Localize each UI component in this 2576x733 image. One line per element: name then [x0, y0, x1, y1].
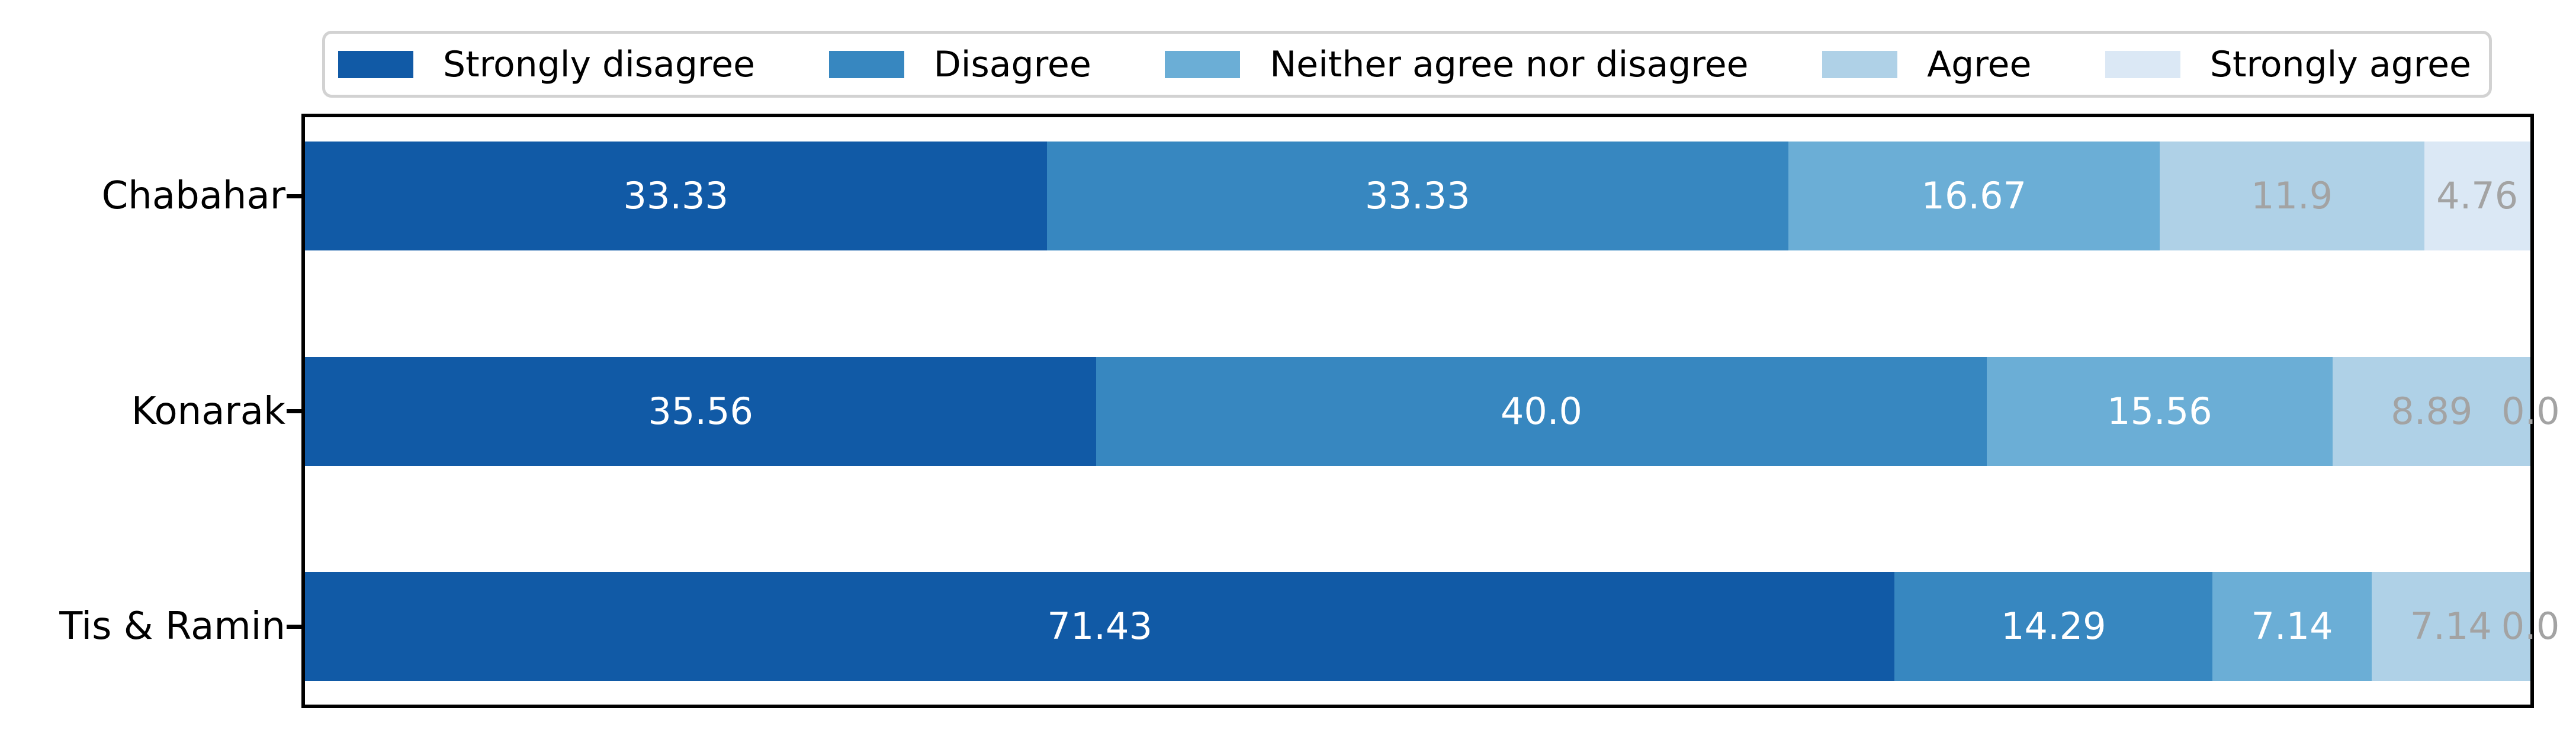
bar-value-label-tis-ramin-disagree: 14.29	[2001, 605, 2106, 648]
legend-item-neither-agree-nor-disagree: Neither agree nor disagree	[1165, 43, 1749, 85]
y-tick-label-chabahar: Chabahar	[101, 174, 285, 218]
bar-segment-konarak-neither-agree-nor-disagree	[1986, 356, 2333, 466]
bar-segment-tis-ramin-strongly-disagree	[305, 572, 1895, 681]
bar-value-label-tis-ramin-agree: 7.14	[2410, 605, 2492, 648]
bar-segment-konarak-strongly-disagree	[305, 356, 1097, 466]
bar-row-tis-ramin: 71.43 14.29 7.14 7.14 0.0	[305, 572, 2559, 681]
legend-swatch-neither-agree-nor-disagree	[1165, 50, 1241, 78]
bar-value-label-tis-ramin-neither-agree-nor-disagree: 7.14	[2251, 605, 2333, 648]
legend-item-strongly-agree: Strongly agree	[2105, 47, 2471, 82]
bar-value-label-konarak-agree: 8.89	[2391, 389, 2473, 433]
bar-segment-konarak-disagree	[1096, 356, 1987, 466]
bar-segment-tis-ramin-agree	[2371, 572, 2530, 681]
bar-value-label-konarak-disagree: 40.0	[1500, 389, 1582, 433]
legend-label-disagree: Disagree	[933, 43, 1091, 85]
legend-label-strongly-disagree: Strongly disagree	[443, 43, 756, 85]
bar-segment-chabahar-neither-agree-nor-disagree	[1788, 142, 2160, 250]
bar-value-label-tis-ramin-strongly-agree: 0.0	[2501, 605, 2560, 648]
legend-label-neither-agree-nor-disagree: Neither agree nor disagree	[1270, 43, 1749, 85]
bar-value-label-konarak-strongly-agree: 0.0	[2501, 389, 2560, 433]
bar-segment-chabahar-strongly-agree	[2424, 142, 2530, 250]
bar-row-konarak: 35.56 40.0 15.56 8.89 0.0	[305, 356, 2560, 466]
bar-segment-konarak-agree	[2333, 356, 2531, 466]
legend-item-strongly-disagree: Strongly disagree	[338, 47, 755, 82]
legend-swatch-strongly-agree	[2105, 50, 2180, 78]
legend-item-agree: Agree	[1822, 47, 2031, 82]
y-tick-mark-konarak	[287, 409, 302, 413]
y-tick-mark-chabahar	[287, 194, 302, 198]
bar-value-label-chabahar-agree: 11.9	[2251, 174, 2333, 217]
bar-segment-chabahar-disagree	[1046, 142, 1789, 250]
legend-item-disagree: Disagree	[828, 43, 1091, 85]
bar-value-label-chabahar-strongly-disagree: 33.33	[623, 174, 729, 217]
bar-row-chabahar: 33.33 33.33 16.67 11.9 4.76	[305, 142, 2530, 250]
legend-label-agree: Agree	[1927, 43, 2032, 85]
plot-area: 33.33 33.33 16.67 11.9 4.76 35.56 40.0 15.56 8.8…	[301, 114, 2560, 708]
legend-swatch-agree	[1822, 50, 1898, 78]
legend-label-strongly-agree: Strongly agree	[2209, 43, 2471, 85]
bar-value-label-konarak-neither-agree-nor-disagree: 15.56	[2107, 389, 2212, 433]
y-tick-mark-tis-ramin	[287, 624, 302, 629]
y-tick-label-konarak: Konarak	[131, 389, 285, 433]
bar-segment-tis-ramin-neither-agree-nor-disagree	[2212, 572, 2372, 681]
bar-value-label-chabahar-strongly-agree: 4.76	[2436, 174, 2519, 217]
bar-segment-chabahar-agree	[2159, 142, 2424, 250]
legend-swatch-disagree	[828, 50, 904, 78]
bar-value-label-konarak-strongly-disagree: 35.56	[648, 389, 753, 433]
y-tick-label-tis-ramin: Tis & Ramin	[59, 605, 285, 648]
bar-segment-chabahar-strongly-disagree	[305, 142, 1047, 250]
legend-swatch-strongly-disagree	[338, 50, 413, 78]
bar-segment-tis-ramin-disagree	[1894, 572, 2213, 681]
bar-value-label-tis-ramin-strongly-disagree: 71.43	[1047, 605, 1152, 648]
legend: Strongly disagree Disagree Neither agree n…	[322, 31, 2492, 98]
bar-value-label-chabahar-neither-agree-nor-disagree: 16.67	[1921, 174, 2027, 217]
bar-value-label-chabahar-disagree: 33.33	[1365, 174, 1470, 217]
